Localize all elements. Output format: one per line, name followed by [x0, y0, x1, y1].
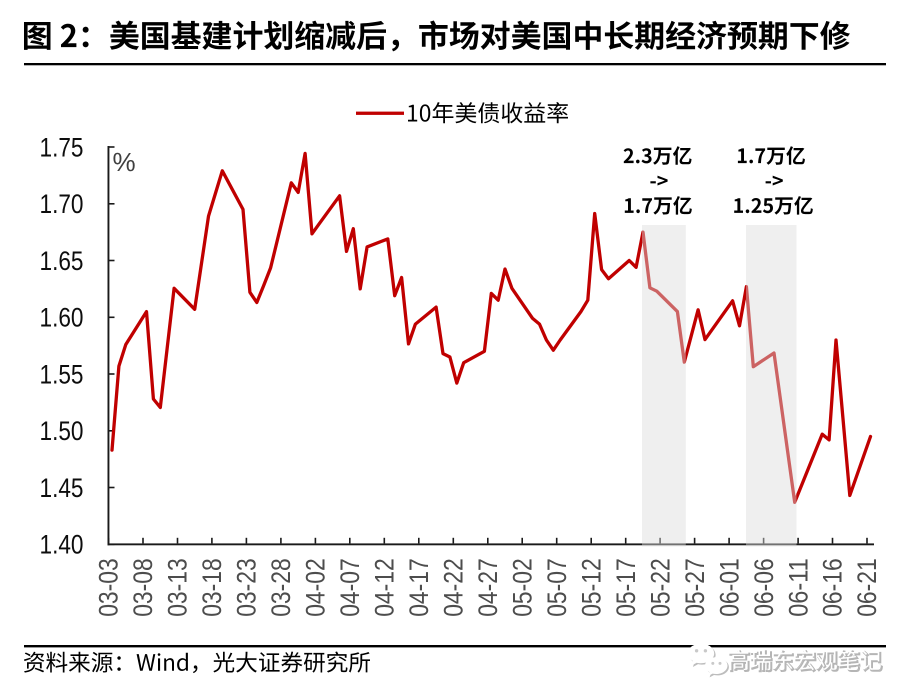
- svg-text:1.65: 1.65: [40, 246, 84, 276]
- svg-text:05-17: 05-17: [611, 558, 641, 617]
- svg-text:%: %: [113, 147, 136, 177]
- svg-text:03-03: 03-03: [94, 558, 124, 617]
- svg-text:1.75: 1.75: [40, 132, 84, 162]
- svg-text:03-08: 03-08: [128, 558, 158, 617]
- svg-text:03-18: 03-18: [197, 558, 227, 617]
- svg-text:05-22: 05-22: [645, 558, 675, 617]
- svg-text:03-23: 03-23: [232, 558, 262, 617]
- svg-text:03-28: 03-28: [266, 558, 296, 617]
- svg-text:06-11: 06-11: [783, 558, 813, 617]
- svg-text:05-12: 05-12: [576, 558, 606, 617]
- svg-text:1.45: 1.45: [40, 473, 84, 503]
- svg-text:05-02: 05-02: [507, 558, 537, 617]
- svg-text:04-22: 04-22: [439, 558, 469, 617]
- svg-text:1.40: 1.40: [40, 530, 84, 560]
- svg-text:04-27: 04-27: [473, 558, 503, 617]
- svg-text:06-06: 06-06: [749, 558, 779, 617]
- svg-text:1.60: 1.60: [40, 303, 84, 333]
- svg-text:1.50: 1.50: [40, 416, 84, 446]
- svg-text:04-02: 04-02: [301, 558, 331, 617]
- svg-text:05-27: 05-27: [680, 558, 710, 617]
- svg-text:1.55: 1.55: [40, 359, 84, 389]
- svg-text:06-01: 06-01: [714, 558, 744, 617]
- svg-text:06-16: 06-16: [818, 558, 848, 617]
- svg-text:03-13: 03-13: [163, 558, 193, 617]
- svg-text:04-07: 04-07: [335, 558, 365, 617]
- svg-text:06-21: 06-21: [852, 558, 882, 617]
- svg-text:04-12: 04-12: [370, 558, 400, 617]
- svg-text:04-17: 04-17: [404, 558, 434, 617]
- svg-text:1.70: 1.70: [40, 189, 84, 219]
- svg-text:05-07: 05-07: [542, 558, 572, 617]
